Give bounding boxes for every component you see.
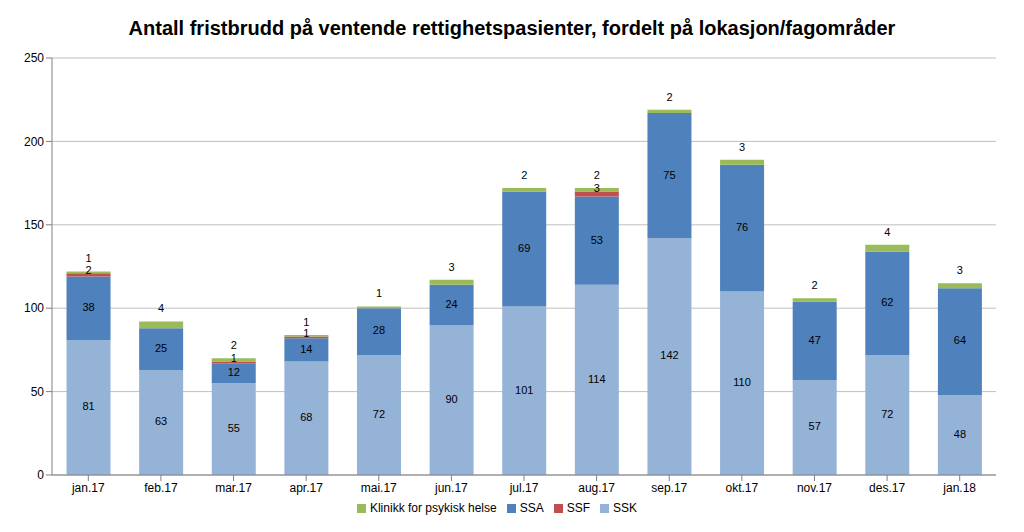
html-text:SSF: SSF [566,501,590,515]
svg-text:3: 3 [594,182,600,194]
svg-text:mar.17: mar.17 [215,481,252,495]
svg-text:3: 3 [739,141,745,153]
svg-text:75: 75 [663,169,675,181]
svg-text:101: 101 [515,384,533,396]
svg-text:jan.17: jan.17 [71,481,105,495]
svg-text:53: 53 [591,234,603,246]
svg-text:81: 81 [82,400,94,412]
svg-text:4: 4 [884,226,890,238]
svg-text:jun.17: jun.17 [434,481,468,495]
svg-text:1: 1 [85,252,91,264]
svg-text:57: 57 [809,420,821,432]
svg-text:1: 1 [303,316,309,328]
html-text:Antall fristbrudd på ventende: Antall fristbrudd på ventende rettighets… [128,17,896,39]
svg-text:1: 1 [376,287,382,299]
svg-text:48: 48 [954,428,966,440]
svg-text:nov.17: nov.17 [797,481,832,495]
svg-text:mai.17: mai.17 [361,481,397,495]
html-text:SSA: SSA [519,501,544,515]
svg-text:64: 64 [954,334,966,346]
svg-text:2: 2 [812,279,818,291]
svg-text:des.17: des.17 [869,481,905,495]
svg-text:jan.18: jan.18 [942,481,976,495]
svg-text:25: 25 [155,342,167,354]
svg-text:114: 114 [588,373,606,385]
svg-text:1: 1 [303,327,309,339]
svg-text:2: 2 [594,169,600,181]
svg-text:68: 68 [300,411,312,423]
svg-text:150: 150 [24,218,44,232]
svg-text:90: 90 [445,393,457,405]
svg-text:3: 3 [957,264,963,276]
svg-text:0: 0 [37,468,44,482]
svg-text:14: 14 [300,343,312,355]
svg-text:250: 250 [24,51,44,65]
svg-text:12: 12 [228,366,240,378]
svg-text:63: 63 [155,415,167,427]
svg-text:200: 200 [24,135,44,149]
svg-text:24: 24 [445,298,457,310]
svg-text:4: 4 [158,302,164,314]
svg-text:sep.17: sep.17 [651,481,687,495]
svg-text:2: 2 [666,91,672,103]
svg-text:100: 100 [24,301,44,315]
svg-text:okt.17: okt.17 [725,481,758,495]
svg-text:28: 28 [373,324,385,336]
svg-text:feb.17: feb.17 [144,481,178,495]
svg-text:47: 47 [809,334,821,346]
svg-text:76: 76 [736,221,748,233]
html-text:SSK: SSK [613,501,637,515]
svg-text:50: 50 [31,385,45,399]
svg-text:110: 110 [733,376,751,388]
svg-text:2: 2 [521,169,527,181]
svg-text:aug.17: aug.17 [578,481,615,495]
svg-text:72: 72 [373,408,385,420]
svg-text:1: 1 [231,352,237,364]
svg-text:jul.17: jul.17 [509,481,539,495]
svg-text:38: 38 [82,301,94,313]
svg-text:2: 2 [231,339,237,351]
svg-text:69: 69 [518,242,530,254]
svg-text:72: 72 [881,408,893,420]
svg-text:142: 142 [660,349,678,361]
svg-text:3: 3 [449,261,455,273]
svg-text:2: 2 [85,264,91,276]
html-text:Klinikk for psykisk helse: Klinikk for psykisk helse [370,501,497,515]
svg-text:62: 62 [881,296,893,308]
svg-text:apr.17: apr.17 [289,481,323,495]
svg-text:55: 55 [228,422,240,434]
